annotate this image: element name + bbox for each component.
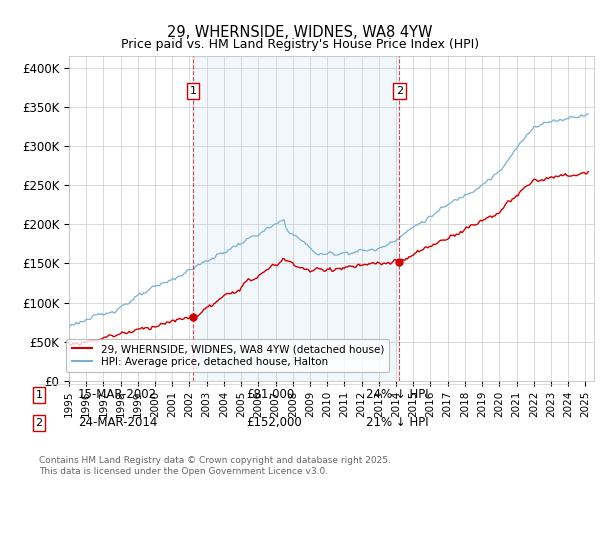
Text: 24-MAR-2014: 24-MAR-2014 xyxy=(78,416,157,430)
Text: 2: 2 xyxy=(396,86,403,96)
Text: 21% ↓ HPI: 21% ↓ HPI xyxy=(366,416,428,430)
Text: Price paid vs. HM Land Registry's House Price Index (HPI): Price paid vs. HM Land Registry's House … xyxy=(121,38,479,51)
Text: 1: 1 xyxy=(190,86,196,96)
Text: Contains HM Land Registry data © Crown copyright and database right 2025.
This d: Contains HM Land Registry data © Crown c… xyxy=(39,456,391,476)
Bar xyxy=(193,56,400,381)
Text: 24% ↓ HPI: 24% ↓ HPI xyxy=(366,388,428,402)
Text: £152,000: £152,000 xyxy=(246,416,302,430)
Legend: 29, WHERNSIDE, WIDNES, WA8 4YW (detached house), HPI: Average price, detached ho: 29, WHERNSIDE, WIDNES, WA8 4YW (detached… xyxy=(67,339,389,372)
Text: 1: 1 xyxy=(35,390,43,400)
Text: 15-MAR-2002: 15-MAR-2002 xyxy=(78,388,157,402)
Text: £81,000: £81,000 xyxy=(246,388,294,402)
Text: 29, WHERNSIDE, WIDNES, WA8 4YW: 29, WHERNSIDE, WIDNES, WA8 4YW xyxy=(167,25,433,40)
Text: 2: 2 xyxy=(35,418,43,428)
